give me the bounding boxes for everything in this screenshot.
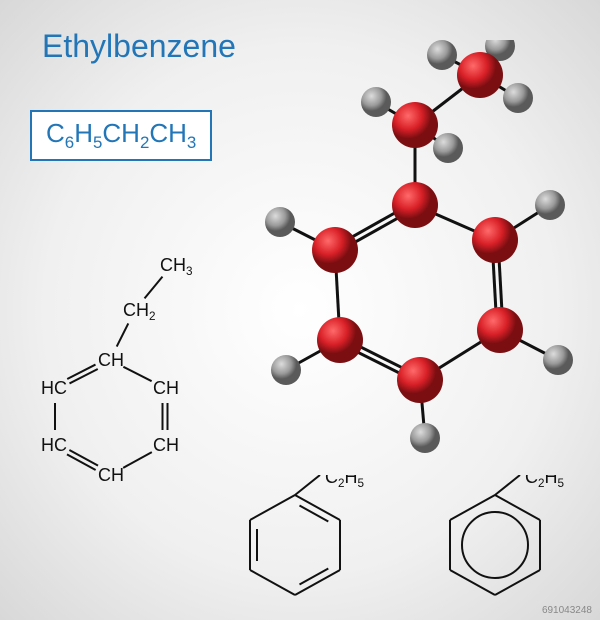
molecular-formula-box: C6H5CH2CH3 <box>30 110 212 161</box>
carbon-atom <box>392 182 438 228</box>
svg-text:HC: HC <box>41 435 67 455</box>
svg-text:CH: CH <box>153 435 179 455</box>
svg-text:CH2: CH2 <box>123 300 156 323</box>
svg-text:C2H5: C2H5 <box>525 475 565 490</box>
structural-formula-kekule: C2H5 <box>210 475 380 615</box>
hydrogen-atom <box>433 133 463 163</box>
carbon-atom <box>472 217 518 263</box>
compound-title: Ethylbenzene <box>42 28 236 65</box>
svg-text:CH: CH <box>98 465 124 485</box>
structural-formula-expanded: CH CH CH CH HC HC CH2CH3 <box>10 230 210 520</box>
hydrogen-atom <box>265 207 295 237</box>
hydrogen-atom <box>410 423 440 453</box>
hydrogen-atom <box>543 345 573 375</box>
carbon-atom <box>397 357 443 403</box>
hydrogen-atom <box>271 355 301 385</box>
hydrogen-atom <box>503 83 533 113</box>
svg-text:CH: CH <box>153 378 179 398</box>
carbon-atom <box>457 52 503 98</box>
ball-stick-model <box>250 40 580 480</box>
carbon-atom <box>312 227 358 273</box>
carbon-atom <box>392 102 438 148</box>
carbon-atom <box>477 307 523 353</box>
hydrogen-atom <box>535 190 565 220</box>
svg-text:C2H5: C2H5 <box>325 475 365 490</box>
hydrogen-atom <box>361 87 391 117</box>
svg-text:CH3: CH3 <box>160 255 193 278</box>
hydrogen-atom <box>427 40 457 70</box>
stock-watermark: 691043248 <box>542 605 592 616</box>
svg-text:HC: HC <box>41 378 67 398</box>
structural-formula-circle: C2H5 <box>410 475 580 615</box>
carbon-atom <box>317 317 363 363</box>
svg-text:CH: CH <box>98 350 124 370</box>
